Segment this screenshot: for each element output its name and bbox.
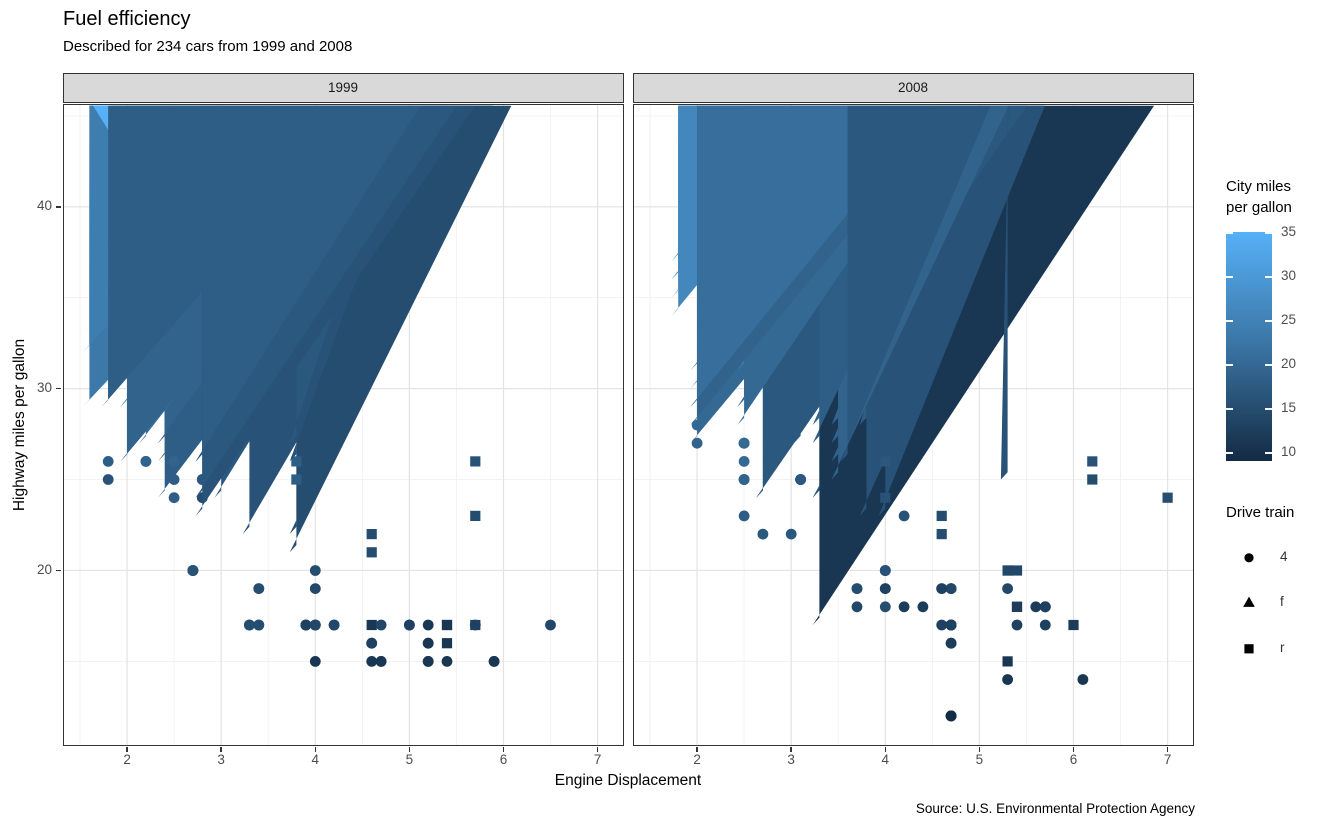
colorbar-tick (1265, 364, 1272, 366)
x-tick (1166, 746, 1169, 752)
y-tick-label: 20 (36, 561, 52, 577)
colorbar-tick (1226, 364, 1233, 366)
x-tick (596, 746, 599, 752)
facet-label-1999: 1999 (327, 80, 359, 95)
scatter-panel-1999 (62, 103, 624, 746)
x-tick (126, 746, 128, 752)
chart-subtitle: Described for 234 cars from 1999 and 200… (63, 38, 353, 55)
colorbar-tick-label: 15 (1281, 400, 1297, 416)
legend-entry-label: r (1280, 640, 1285, 655)
y-tick-label: 30 (36, 379, 52, 395)
x-tick (790, 746, 792, 752)
y-tick (56, 387, 61, 390)
colorbar-tick (1265, 276, 1272, 278)
x-tick-label: 2 (693, 752, 701, 767)
colorbar-tick (1265, 452, 1272, 454)
colorbar-tick-label: 10 (1281, 444, 1297, 460)
colorbar-tick-label: 20 (1281, 356, 1297, 372)
y-axis-title: Highway miles per gallon (11, 338, 28, 512)
x-tick (978, 746, 981, 752)
city-mpg-colorbar (1226, 232, 1272, 461)
x-tick (696, 746, 698, 752)
x-axis-title: Engine Displacement (554, 772, 702, 789)
colorbar-tick (1226, 408, 1233, 410)
colorbar-tick (1226, 276, 1233, 278)
legend-entry-label: 4 (1280, 549, 1288, 564)
x-tick (884, 746, 886, 752)
legend-entry-label: f (1280, 594, 1284, 609)
y-tick-label: 40 (36, 197, 52, 213)
x-tick (408, 746, 411, 752)
colorbar-tick-label: 30 (1281, 268, 1297, 283)
facet-strip-2008: 2008 (632, 72, 1194, 103)
colorbar-tick (1226, 320, 1233, 322)
colorbar-tick (1226, 452, 1233, 454)
x-tick (314, 746, 316, 752)
x-tick-label: 7 (1163, 752, 1172, 767)
colorbar-tick-label: 35 (1281, 224, 1297, 239)
legend-4-circle-icon (1240, 548, 1258, 566)
x-tick-label: 2 (123, 752, 131, 767)
x-tick-label: 5 (405, 752, 414, 767)
chart-title: Fuel efficiency (63, 8, 191, 30)
colorbar-tick-label: 25 (1281, 312, 1297, 328)
legend-f-triangle-icon (1240, 593, 1258, 611)
scatter-panel-2008 (632, 103, 1194, 746)
x-tick (220, 746, 222, 752)
colorbar-tick (1265, 232, 1272, 234)
x-tick-label: 3 (787, 752, 795, 767)
colorbar-tick (1265, 320, 1272, 322)
legend-r-square-icon (1240, 639, 1258, 657)
y-tick (56, 206, 61, 208)
x-tick-label: 3 (217, 752, 225, 767)
scatter-points-1999 (63, 104, 623, 745)
colorbar-legend-title: City miles per gallon (1226, 178, 1292, 216)
x-tick-label: 5 (975, 752, 984, 767)
x-tick-label: 6 (1069, 752, 1078, 767)
shape-legend-title: Drive train (1226, 504, 1295, 521)
x-tick-label: 4 (881, 752, 890, 767)
facet-strip-1999: 1999 (62, 72, 624, 103)
facet-label-2008: 2008 (897, 80, 929, 95)
scatter-points-2008 (633, 104, 1193, 745)
x-tick-label: 6 (499, 752, 508, 767)
source-caption: Source: U.S. Environmental Protection Ag… (915, 801, 1195, 816)
y-tick (56, 569, 61, 572)
x-tick (1072, 746, 1075, 752)
colorbar-tick (1226, 232, 1233, 234)
colorbar-tick (1265, 408, 1272, 410)
x-tick (502, 746, 505, 752)
x-tick-label: 7 (593, 752, 602, 767)
x-tick-label: 4 (311, 752, 320, 767)
